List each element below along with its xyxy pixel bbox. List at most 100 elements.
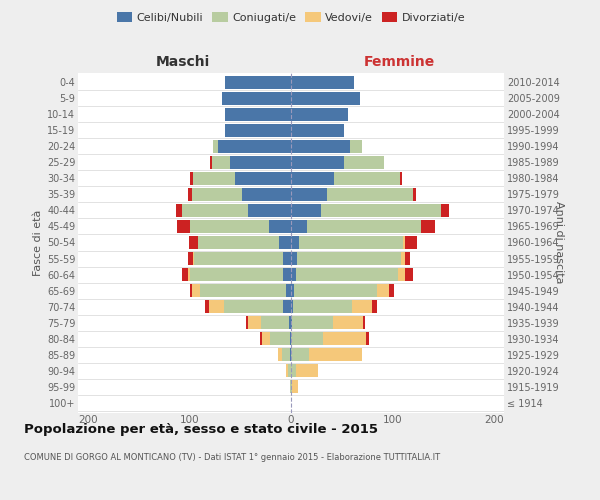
Bar — [279, 236, 291, 249]
Bar — [182, 204, 248, 217]
Bar — [291, 92, 360, 104]
Bar — [270, 332, 290, 345]
Text: COMUNE DI GORGO AL MONTICANO (TV) - Dati ISTAT 1° gennaio 2015 - Elaborazione TU: COMUNE DI GORGO AL MONTICANO (TV) - Dati… — [24, 452, 440, 462]
Bar — [260, 332, 262, 345]
Bar — [334, 172, 400, 185]
Bar — [190, 284, 191, 297]
Bar — [293, 300, 352, 313]
Bar — [188, 236, 197, 249]
Bar — [283, 252, 291, 265]
Bar — [247, 316, 248, 330]
Bar — [191, 188, 242, 201]
Bar — [225, 108, 291, 121]
Bar — [222, 92, 291, 104]
Bar — [389, 284, 394, 297]
Bar — [194, 252, 283, 265]
Bar — [188, 268, 190, 281]
Bar — [178, 220, 190, 233]
Bar — [291, 124, 344, 137]
Bar — [398, 268, 404, 281]
Bar — [291, 284, 294, 297]
Bar — [278, 348, 282, 362]
Bar — [188, 188, 191, 201]
Bar — [230, 156, 291, 169]
Bar — [248, 316, 260, 330]
Bar — [401, 252, 404, 265]
Bar — [299, 236, 403, 249]
Bar — [400, 172, 401, 185]
Bar — [197, 236, 279, 249]
Bar — [291, 380, 292, 394]
Bar — [322, 204, 441, 217]
Bar — [290, 380, 291, 394]
Y-axis label: Anni di nascita: Anni di nascita — [554, 201, 564, 283]
Bar — [291, 236, 299, 249]
Bar — [191, 284, 200, 297]
Bar — [291, 108, 348, 121]
Bar — [404, 236, 417, 249]
Bar — [292, 380, 298, 394]
Bar — [366, 332, 369, 345]
Bar — [350, 140, 362, 153]
Bar — [235, 172, 291, 185]
Text: Popolazione per età, sesso e stato civile - 2015: Popolazione per età, sesso e stato civil… — [24, 422, 378, 436]
Bar — [372, 300, 377, 313]
Bar — [296, 268, 398, 281]
Bar — [269, 220, 291, 233]
Bar — [260, 316, 289, 330]
Bar — [290, 348, 291, 362]
Bar — [441, 204, 449, 217]
Bar — [289, 316, 291, 330]
Bar — [291, 140, 350, 153]
Bar — [291, 252, 297, 265]
Bar — [296, 364, 319, 378]
Bar — [190, 268, 283, 281]
Y-axis label: Fasce di età: Fasce di età — [32, 210, 43, 276]
Bar — [292, 316, 332, 330]
Bar — [225, 76, 291, 88]
Bar — [291, 300, 293, 313]
Bar — [286, 284, 291, 297]
Bar — [291, 316, 292, 330]
Bar — [291, 364, 296, 378]
Bar — [190, 172, 193, 185]
Bar — [225, 124, 291, 137]
Bar — [377, 284, 389, 297]
Bar — [291, 348, 309, 362]
Bar — [297, 252, 401, 265]
Bar — [190, 220, 269, 233]
Bar — [421, 220, 435, 233]
Bar — [291, 332, 323, 345]
Bar — [291, 172, 334, 185]
Bar — [182, 268, 188, 281]
Bar — [291, 268, 296, 281]
Bar — [403, 236, 404, 249]
Bar — [212, 156, 230, 169]
Bar — [283, 268, 291, 281]
Bar — [309, 348, 362, 362]
Bar — [218, 140, 291, 153]
Bar — [326, 188, 413, 201]
Bar — [188, 252, 193, 265]
Bar — [286, 364, 288, 378]
Bar — [262, 332, 270, 345]
Bar — [242, 188, 291, 201]
Bar — [344, 156, 385, 169]
Bar — [323, 332, 366, 345]
Text: Femmine: Femmine — [364, 55, 434, 69]
Bar — [288, 364, 291, 378]
Bar — [291, 220, 307, 233]
Bar — [404, 252, 410, 265]
Bar — [224, 300, 283, 313]
Bar — [210, 156, 212, 169]
Bar — [352, 300, 372, 313]
Bar — [283, 300, 291, 313]
Bar — [248, 204, 291, 217]
Bar — [413, 188, 416, 201]
Bar — [363, 316, 365, 330]
Bar — [193, 172, 235, 185]
Legend: Celibi/Nubili, Coniugati/e, Vedovi/e, Divorziati/e: Celibi/Nubili, Coniugati/e, Vedovi/e, Di… — [112, 8, 470, 28]
Bar — [307, 220, 421, 233]
Bar — [291, 76, 354, 88]
Bar — [291, 156, 344, 169]
